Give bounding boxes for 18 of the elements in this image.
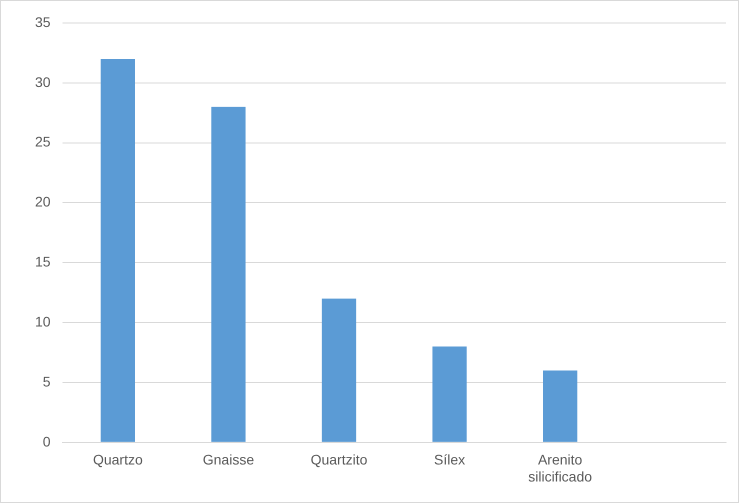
y-tick-label: 35	[34, 14, 51, 30]
bar	[100, 58, 135, 442]
x-tick-label: Sílex	[434, 452, 466, 468]
y-tick-label: 30	[34, 74, 51, 90]
bar	[543, 370, 578, 442]
x-tick-label: Quartzo	[92, 452, 143, 468]
y-tick-label: 15	[34, 254, 51, 270]
y-tick-label: 20	[34, 194, 51, 210]
y-tick-label: 10	[34, 313, 51, 330]
y-tick-label: 25	[34, 134, 51, 150]
x-tick-label: Arenito silicificado	[528, 452, 592, 484]
x-tick-label: Quartzito	[310, 452, 368, 468]
bar	[211, 106, 246, 442]
bar	[322, 298, 356, 442]
x-tick-label: Gnaisse	[202, 452, 254, 468]
bar	[432, 346, 467, 442]
y-tick-label: 0	[42, 433, 51, 450]
y-tick-label: 5	[42, 373, 51, 390]
